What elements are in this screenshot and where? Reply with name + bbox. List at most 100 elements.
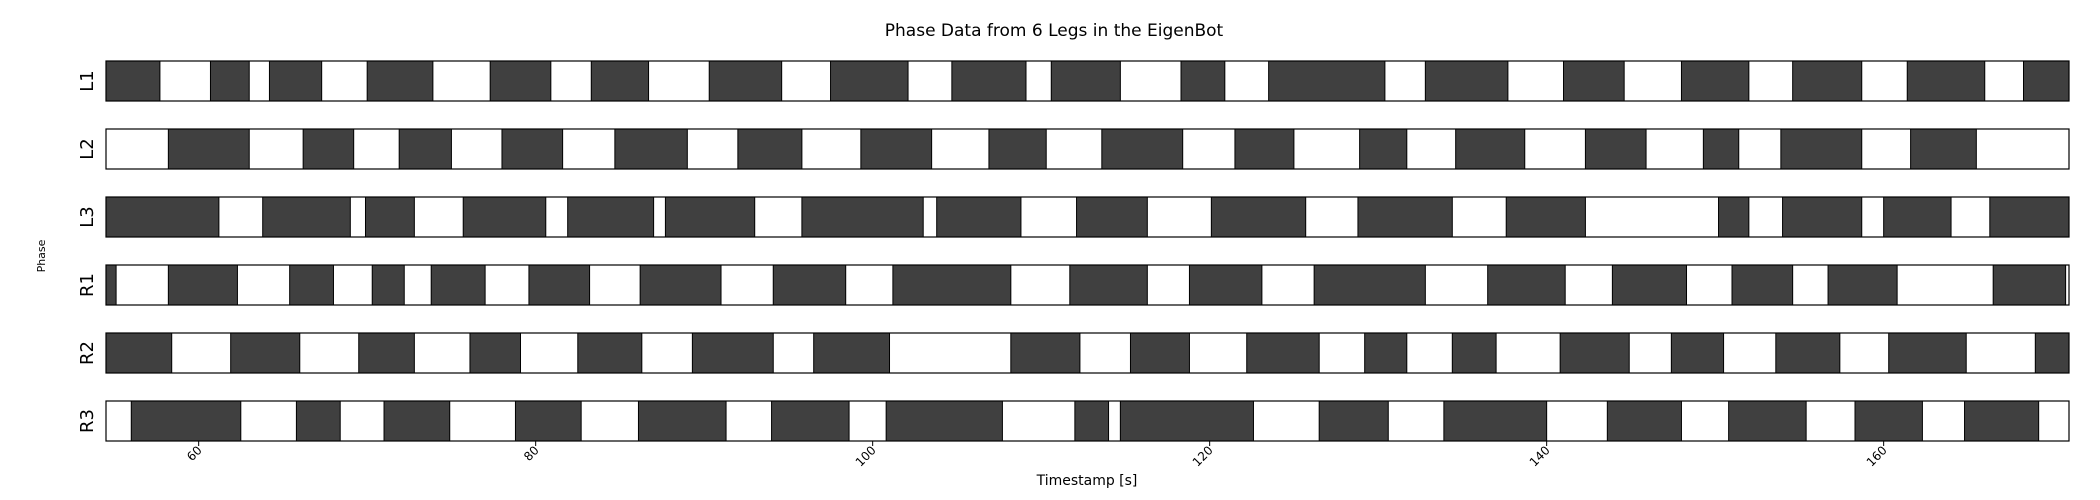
stance-segment: [1989, 196, 2070, 238]
stance-segment: [1888, 332, 1967, 374]
x-axis: 60 80 100 120 140 160: [184, 441, 1890, 469]
x-tick-label: 120: [1190, 443, 1216, 469]
x-tick-label: 100: [853, 443, 879, 469]
x-axis-label: Timestamp [s]: [1036, 473, 1138, 489]
leg-label: L3: [77, 206, 98, 227]
chart-title: Phase Data from 6 Legs in the EigenBot: [885, 21, 1224, 41]
stance-segment: [1443, 400, 1548, 442]
stance-segment: [1906, 60, 1986, 102]
leg-label: L1: [77, 70, 98, 91]
stance-segment: [230, 332, 301, 374]
leg-row-l3: L3: [77, 196, 2070, 238]
stance-segment: [2023, 60, 2070, 102]
stance-segment: [1313, 264, 1426, 306]
stance-segment: [383, 400, 451, 442]
stance-segment: [1050, 60, 1121, 102]
stance-segment: [469, 332, 522, 374]
leg-frame: [105, 196, 2070, 238]
stance-segment: [1559, 332, 1630, 374]
x-tick-label: 80: [521, 443, 542, 464]
stance-segment: [639, 264, 722, 306]
stance-segment: [302, 128, 355, 170]
stance-segment: [130, 400, 242, 442]
stance-segment: [1010, 332, 1081, 374]
x-tick-label: 60: [184, 443, 205, 464]
stance-segment: [371, 264, 405, 306]
stance-segment: [1910, 128, 1977, 170]
stance-segment: [885, 400, 1003, 442]
leg-frame: [105, 400, 2070, 442]
stance-segment: [1234, 128, 1295, 170]
leg-row-r3: R3: [77, 400, 2070, 442]
stance-segment: [289, 264, 334, 306]
stance-segment: [951, 60, 1027, 102]
stance-segment: [577, 332, 643, 374]
stance-segment: [167, 264, 238, 306]
leg-panel: [106, 333, 2069, 373]
stance-segment: [105, 196, 220, 238]
stance-segment: [430, 264, 486, 306]
stance-segment: [1357, 196, 1453, 238]
legs-group: L1 L2 L3 R1 R2 R3: [77, 60, 2070, 442]
stance-segment: [1775, 332, 1841, 374]
stance-segment: [691, 332, 774, 374]
leg-frame: [105, 128, 2070, 170]
y-axis-label: Phase: [35, 239, 48, 272]
stance-segment: [1827, 264, 1898, 306]
leg-row-l2: L2: [77, 128, 2070, 170]
leg-frame: [105, 332, 2070, 374]
stance-segment: [567, 196, 655, 238]
stance-segment: [708, 60, 783, 102]
stance-segment: [1210, 196, 1307, 238]
stance-segment: [1180, 60, 1226, 102]
stance-segment: [1780, 128, 1863, 170]
stance-segment: [1731, 264, 1794, 306]
stance-segment: [105, 60, 161, 102]
stance-segment: [1606, 400, 1682, 442]
leg-row-r1: R1: [77, 264, 2070, 306]
stance-segment: [295, 400, 341, 442]
stance-segment: [1246, 332, 1320, 374]
stance-segment: [489, 60, 552, 102]
stance-segment: [860, 128, 933, 170]
stance-segment: [1680, 60, 1750, 102]
stance-segment: [1505, 196, 1586, 238]
stance-segment: [1129, 332, 1190, 374]
stance-segment: [637, 400, 727, 442]
stance-segment: [268, 60, 323, 102]
stance-segment: [771, 400, 850, 442]
leg-label: R1: [77, 273, 98, 297]
stance-segment: [1424, 60, 1509, 102]
stance-segment: [1702, 128, 1740, 170]
stance-segment: [1584, 128, 1647, 170]
stance-segment: [528, 264, 591, 306]
stance-segment: [514, 400, 582, 442]
stance-segment: [1268, 60, 1386, 102]
stance-segment: [1188, 264, 1263, 306]
stance-segment: [1854, 400, 1923, 442]
stance-segment: [2034, 332, 2070, 374]
stance-segment: [1364, 332, 1408, 374]
stance-segment: [1718, 196, 1750, 238]
stance-segment: [772, 264, 847, 306]
leg-label: R3: [77, 409, 98, 433]
stance-segment: [366, 60, 434, 102]
stance-segment: [1883, 196, 1952, 238]
stance-segment: [1563, 60, 1625, 102]
stance-segment: [614, 128, 688, 170]
x-tick-label: 160: [1864, 443, 1890, 469]
stance-segment: [1119, 400, 1254, 442]
stance-segment: [1074, 400, 1110, 442]
stance-segment: [358, 332, 415, 374]
stance-segment: [262, 196, 351, 238]
leg-row-l1: L1: [77, 60, 2070, 102]
stance-segment: [1670, 332, 1725, 374]
leg-label: L2: [77, 138, 98, 159]
stance-segment: [1992, 264, 2067, 306]
leg-label: R2: [77, 341, 98, 365]
stance-segment: [1359, 128, 1408, 170]
stance-segment: [590, 60, 650, 102]
stance-segment: [1318, 400, 1389, 442]
stance-segment: [1782, 196, 1863, 238]
